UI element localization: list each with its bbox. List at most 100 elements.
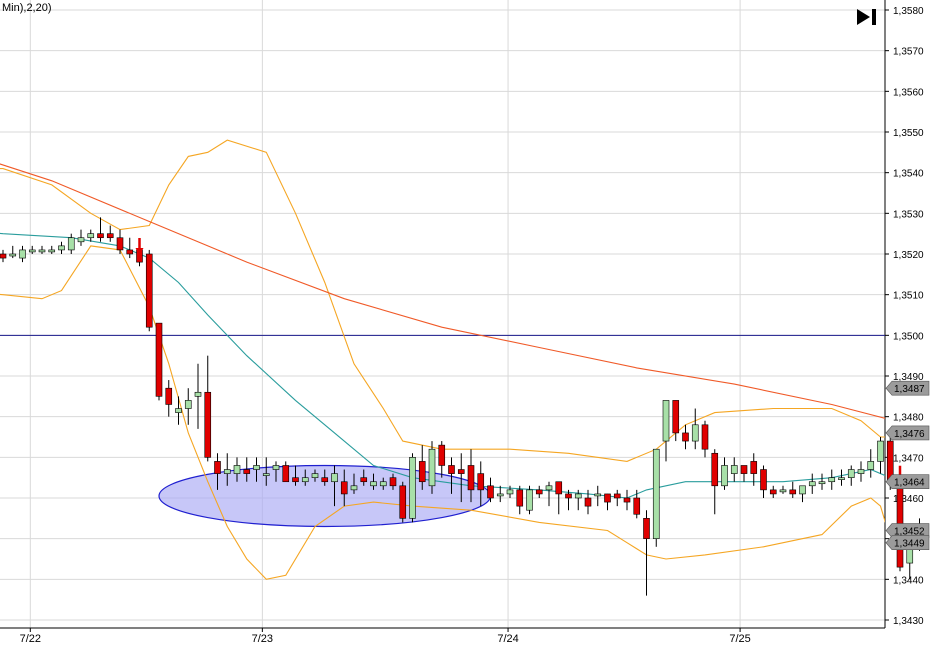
candle-bull	[545, 485, 553, 491]
candle-bear	[126, 249, 134, 255]
candle-bull	[262, 473, 270, 476]
candle-bull	[87, 233, 95, 239]
y-tick-label: 1,3490	[893, 372, 924, 383]
candle-bull	[691, 424, 699, 442]
candle-bear	[399, 485, 407, 519]
candle-bull	[867, 461, 875, 470]
candle-bull	[28, 249, 36, 253]
candle-bear	[740, 465, 748, 474]
candle-bear	[565, 493, 572, 499]
candle-bull	[19, 249, 26, 259]
candle-bull	[175, 408, 182, 413]
indicator-label: Min),2,20)	[2, 2, 52, 14]
candle-bull	[506, 489, 514, 495]
candle-bull	[331, 473, 338, 483]
candle-bull	[38, 249, 46, 253]
candle-bull	[379, 481, 387, 487]
candle-bull	[799, 485, 806, 495]
arrow-down-marker	[135, 248, 144, 255]
candle-bull	[808, 481, 816, 487]
candle-bull	[233, 465, 241, 474]
candle-bear	[292, 477, 299, 483]
candle-bear	[282, 465, 290, 483]
candle-bear	[750, 461, 758, 474]
candle-bull	[496, 493, 504, 497]
y-tick-label: 1,3540	[893, 169, 924, 180]
candle-bear	[643, 518, 650, 539]
candle-bear	[321, 477, 329, 483]
candle-bear	[448, 465, 455, 474]
y-tick-label: 1,3430	[893, 616, 924, 627]
candle-bull	[662, 400, 670, 442]
price-tag-label: 1,3476	[894, 429, 925, 440]
candle-bear	[204, 391, 212, 458]
candle-bull	[311, 473, 319, 478]
candle-bull	[301, 477, 309, 483]
candle-bear	[682, 432, 689, 442]
candle-bear	[613, 493, 621, 499]
y-tick-label: 1,3520	[893, 250, 924, 261]
price-tag	[885, 474, 930, 490]
candle-bear	[155, 322, 163, 397]
candle-bear	[672, 400, 680, 434]
candle-bear	[535, 489, 543, 495]
candle-bear	[711, 452, 719, 487]
series-lower-band	[0, 245, 885, 580]
candle-bear	[360, 477, 368, 483]
candle-bear	[584, 497, 592, 507]
candle-bear	[418, 461, 426, 483]
candle-bull	[818, 481, 826, 485]
candle-bull	[828, 477, 836, 483]
y-tick-label: 1,3500	[893, 331, 924, 342]
candle-bull	[652, 448, 660, 539]
candle-bull	[409, 457, 416, 519]
price-tag	[885, 535, 930, 551]
candle-bull	[847, 469, 855, 478]
candle-bear	[106, 233, 114, 239]
candle-bear	[165, 387, 173, 405]
series-upper-band	[0, 139, 885, 462]
candle-bear	[116, 237, 124, 251]
y-tick-label: 1,3460	[893, 494, 924, 505]
candle-bull	[223, 469, 231, 474]
candle-bear	[633, 497, 641, 515]
candle-bear	[516, 489, 524, 507]
candle-bear	[701, 424, 709, 450]
candle-bear	[438, 444, 446, 466]
candle-bull	[194, 391, 202, 397]
candle-bear	[389, 477, 397, 487]
candle-bull	[428, 448, 436, 487]
y-tick-label: 1,3440	[893, 575, 924, 586]
y-tick-label: 1,3510	[893, 291, 924, 302]
candle-bear	[477, 473, 485, 491]
y-tick-label: 1,3550	[893, 128, 924, 139]
candle-bull	[594, 493, 602, 497]
price-tag-label: 1,3487	[894, 384, 925, 395]
x-tick-label: 7/24	[497, 633, 518, 645]
candle-bull	[877, 440, 884, 462]
series-middle-ma	[0, 232, 885, 499]
price-tag	[885, 523, 930, 538]
candle-bull	[370, 481, 377, 487]
candle-bull	[58, 245, 65, 251]
y-tick-label: 1,3570	[893, 47, 924, 58]
series-long-ma	[0, 163, 885, 419]
y-tick-label: 1,3560	[893, 87, 924, 98]
candle-bull	[574, 493, 582, 499]
y-tick-label: 1,3480	[893, 413, 924, 424]
candle-bull	[730, 465, 738, 474]
skip-to-end-button[interactable]	[853, 6, 879, 28]
candle-bear	[769, 489, 777, 495]
skip-to-end-icon	[857, 9, 876, 25]
candle-bull	[857, 469, 865, 474]
candle-bull	[253, 465, 260, 470]
price-tag	[885, 425, 930, 441]
candle-bull	[721, 465, 728, 487]
candle-bull	[526, 489, 533, 511]
y-tick-label: 1,3470	[893, 453, 924, 464]
candle-bull	[67, 237, 75, 251]
candle-bull	[48, 249, 56, 253]
candle-bull	[184, 400, 192, 409]
price-tag-label: 1,3449	[894, 539, 925, 550]
candle-bear	[457, 469, 465, 474]
